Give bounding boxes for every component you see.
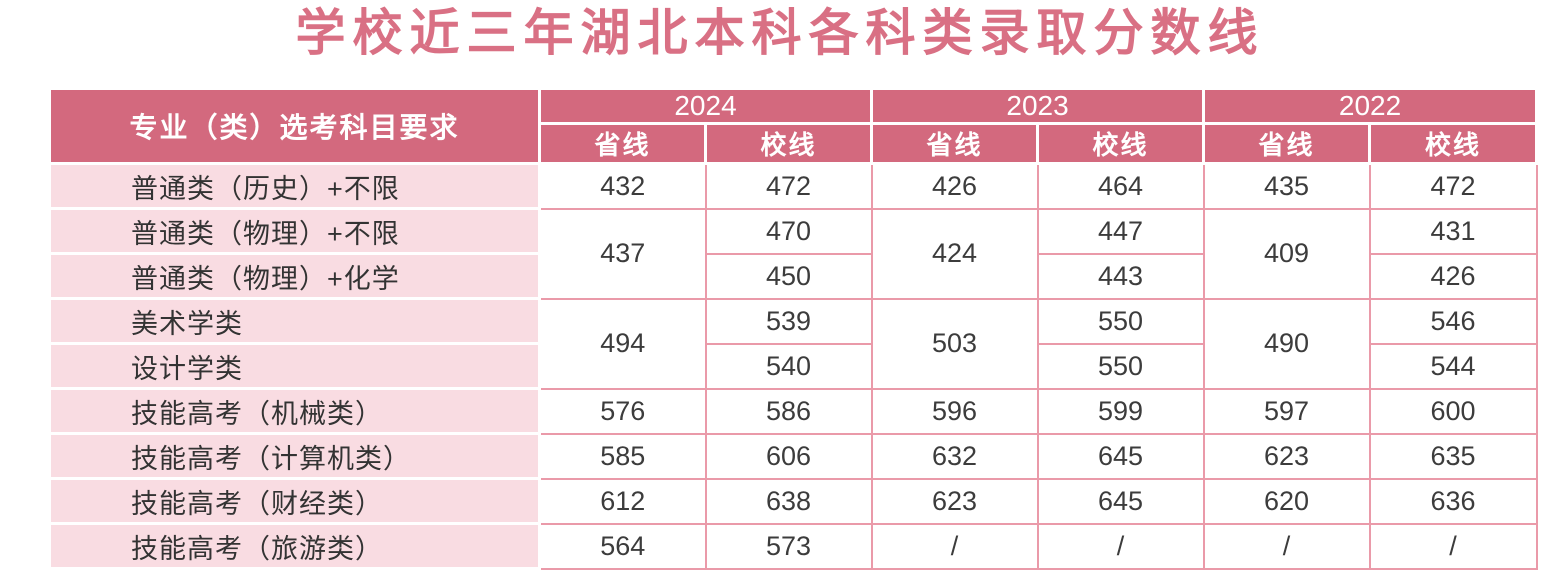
row-label: 技能高考（财经类）: [48, 477, 541, 525]
row-label: 普通类（物理）+不限: [48, 207, 541, 255]
score-cell-merged: 490: [1202, 297, 1371, 390]
score-cell: 636: [1368, 477, 1538, 525]
sub-header-2024-province-line: 省线: [538, 122, 707, 165]
score-cell: 426: [1368, 252, 1538, 300]
score-cell: 435: [1202, 162, 1371, 210]
table-row: 技能高考（财经类） 612 638 623 645 620 636: [48, 477, 1538, 525]
sub-header-row: 省线 校线 省线 校线 省线 校线: [50, 122, 1539, 165]
score-cell: 623: [1202, 432, 1371, 480]
score-cell: 638: [704, 477, 873, 525]
score-cell: 544: [1368, 342, 1538, 390]
table-header: 专业（类）选考科目要求 2024 2023 2022 省线 校线 省线 校线 省…: [48, 87, 1539, 165]
score-cell-merged: 409: [1202, 207, 1371, 300]
row-label: 普通类（物理）+化学: [48, 252, 541, 300]
score-cell: /: [870, 522, 1039, 570]
sub-header-2024-school-line: 校线: [703, 122, 874, 165]
table-row: 设计学类 540 550 544: [48, 342, 1538, 390]
score-cell: 539: [704, 297, 873, 345]
score-cell: 470: [704, 207, 873, 255]
table-body: 普通类（历史）+不限 432 472 426 464 435 472 普通类（物…: [48, 162, 1538, 570]
score-cell: 464: [1036, 162, 1205, 210]
column-header-major-requirements: 专业（类）选考科目要求: [48, 87, 541, 165]
table-row: 普通类（物理）+化学 450 443 426: [48, 252, 1538, 300]
score-cell: 432: [538, 162, 707, 210]
admission-score-table: 专业（类）选考科目要求 2024 2023 2022 省线 校线 省线 校线 省…: [48, 87, 1539, 570]
score-cell: /: [1368, 522, 1538, 570]
score-cell: 586: [704, 387, 873, 435]
score-cell: 635: [1368, 432, 1538, 480]
score-cell: 550: [1036, 297, 1205, 345]
year-header-2023: 2023: [870, 87, 1206, 125]
sub-header-2022-school-line: 校线: [1368, 122, 1539, 165]
table-row: 技能高考（机械类） 576 586 596 599 597 600: [48, 387, 1538, 435]
sub-header-2023-school-line: 校线: [1036, 122, 1206, 165]
sub-header-2022-province-line: 省线: [1202, 122, 1372, 165]
score-cell: 546: [1368, 297, 1538, 345]
page-title: 学校近三年湖北本科各科类录取分数线: [295, 5, 1265, 61]
score-cell: 596: [870, 387, 1039, 435]
table-row: 美术学类 494 539 503 550 490 546: [48, 297, 1538, 390]
score-cell: 632: [870, 432, 1039, 480]
score-cell: 443: [1036, 252, 1205, 300]
score-cell-merged: 494: [538, 297, 707, 390]
score-cell: 564: [538, 522, 707, 570]
score-cell: 540: [704, 342, 873, 390]
score-cell: 645: [1036, 477, 1205, 525]
table-row: 技能高考（旅游类） 564 573 / / / /: [48, 522, 1538, 570]
table-row: 普通类（历史）+不限 432 472 426 464 435 472: [48, 162, 1538, 210]
score-cell-merged: 437: [538, 207, 707, 300]
year-header-2022: 2022: [1202, 87, 1539, 125]
score-cell-merged: 503: [870, 297, 1039, 390]
row-label: 美术学类: [48, 297, 541, 345]
table-row: 普通类（物理）+不限 437 470 424 447 409 431: [48, 207, 1538, 300]
score-cell: 550: [1036, 342, 1205, 390]
score-cell: 472: [704, 162, 873, 210]
score-cell: 612: [538, 477, 707, 525]
score-cell: 600: [1368, 387, 1538, 435]
score-cell-merged: 424: [870, 207, 1039, 300]
score-cell: 576: [538, 387, 707, 435]
score-cell: 431: [1368, 207, 1538, 255]
year-header-2024: 2024: [537, 87, 874, 125]
score-cell: 599: [1036, 387, 1205, 435]
score-cell: 472: [1368, 162, 1538, 210]
row-label: 技能高考（旅游类）: [48, 522, 541, 570]
sub-header-2023-province-line: 省线: [870, 122, 1040, 165]
score-cell: /: [1036, 522, 1205, 570]
score-cell: 447: [1036, 207, 1205, 255]
score-cell: 597: [1202, 387, 1371, 435]
score-cell: 606: [704, 432, 873, 480]
score-cell: 585: [538, 432, 707, 480]
score-cell: 426: [870, 162, 1039, 210]
row-label: 设计学类: [48, 342, 541, 390]
score-cell: 645: [1036, 432, 1205, 480]
table-row: 技能高考（计算机类） 585 606 632 645 623 635: [48, 432, 1538, 480]
score-cell: 450: [704, 252, 873, 300]
score-cell: /: [1202, 522, 1371, 570]
score-cell: 573: [704, 522, 873, 570]
score-cell: 620: [1202, 477, 1371, 525]
score-cell: 623: [870, 477, 1039, 525]
row-label: 技能高考（计算机类）: [48, 432, 541, 480]
row-label: 技能高考（机械类）: [48, 387, 541, 435]
row-label: 普通类（历史）+不限: [48, 162, 541, 210]
year-header-row: 专业（类）选考科目要求 2024 2023 2022: [48, 87, 1539, 165]
